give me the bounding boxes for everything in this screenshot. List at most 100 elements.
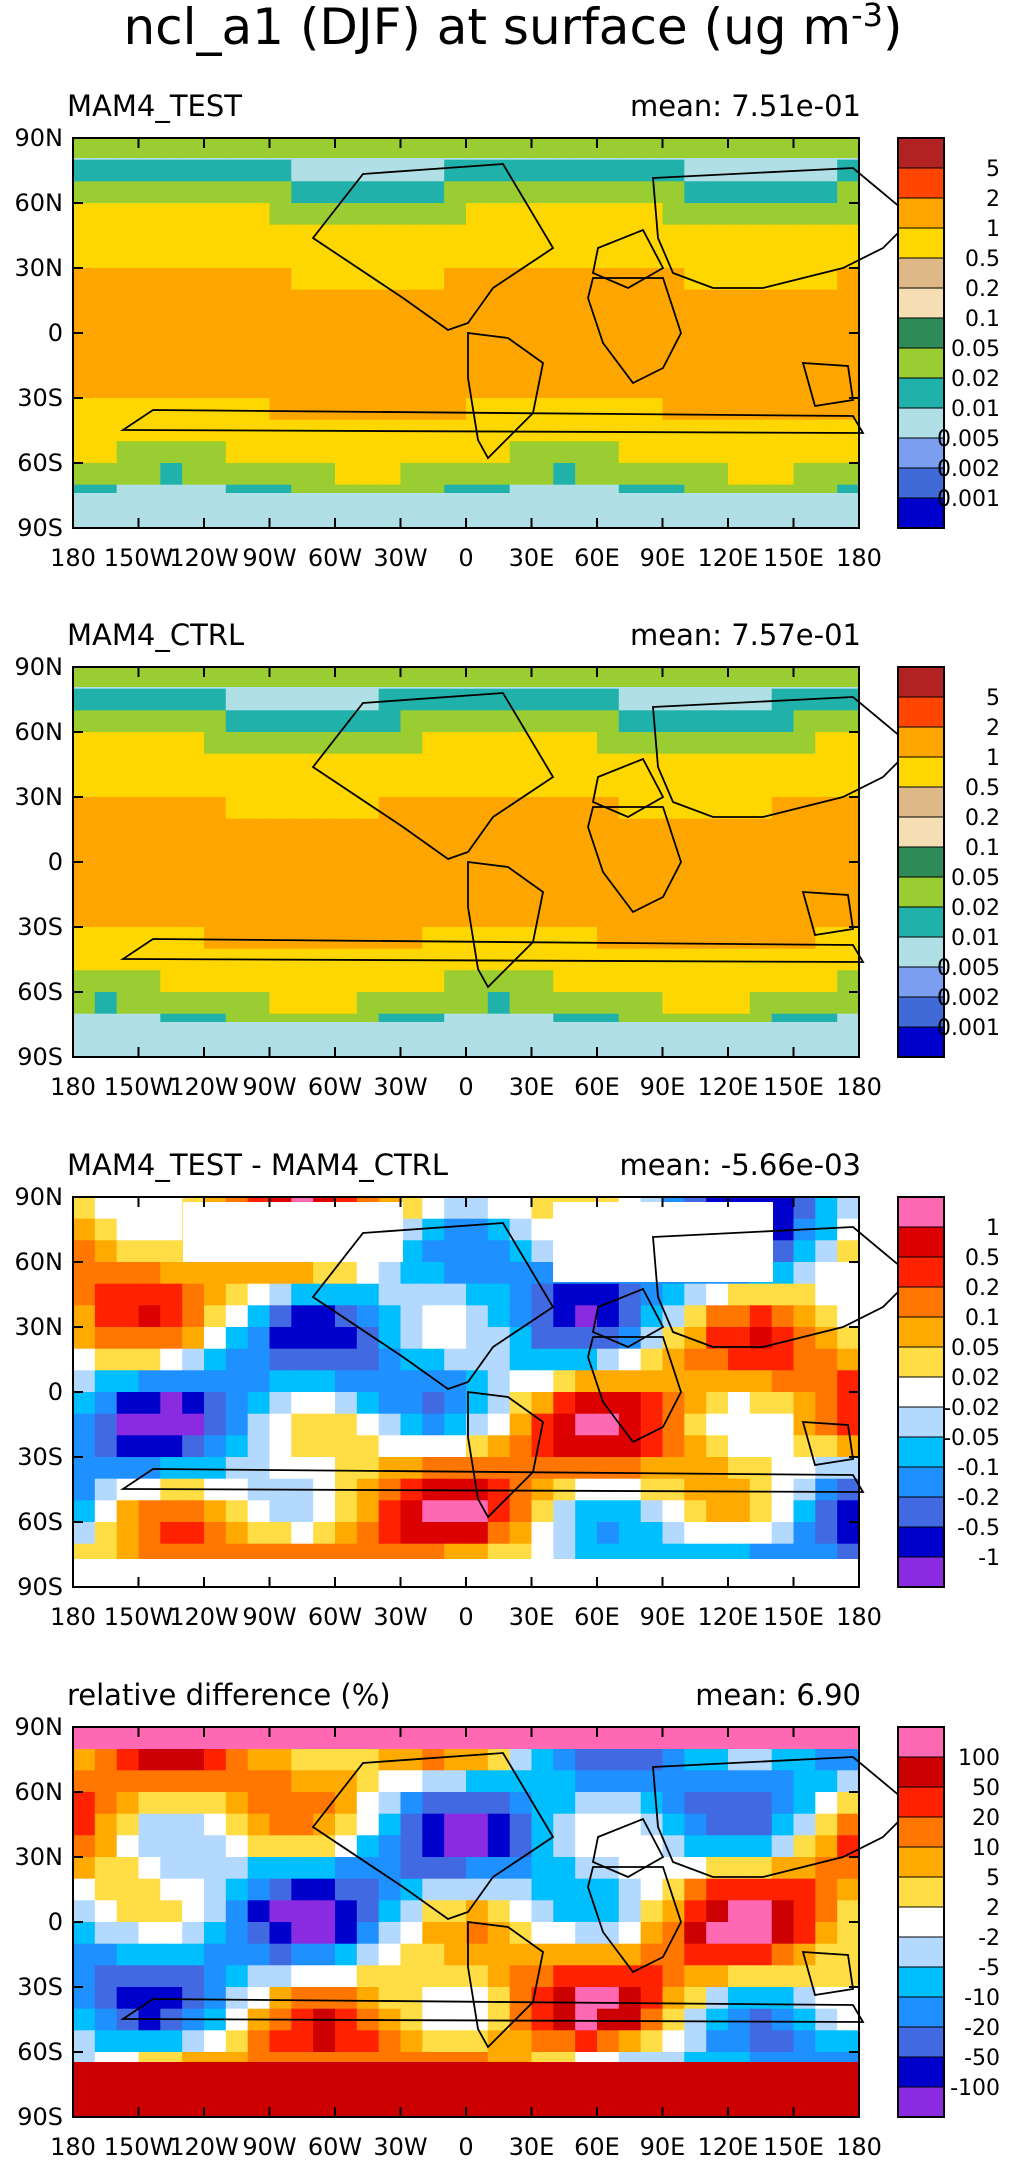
map-cell: [116, 1305, 140, 1328]
map-cell: [662, 159, 685, 182]
map-cell: [182, 1878, 205, 1901]
map-cell: [73, 1813, 96, 1836]
map-cell: [597, 203, 620, 226]
map-cell: [356, 1500, 380, 1523]
map-cell: [771, 181, 795, 204]
map-cell: [335, 203, 358, 226]
map-cell: [73, 1262, 96, 1285]
map-cell: [313, 1792, 336, 1815]
map-cell: [160, 1900, 183, 1923]
map-cell: [291, 1500, 314, 1523]
map-cell: [837, 688, 860, 711]
map-cell: [553, 1413, 576, 1436]
map-cell: [575, 1792, 598, 1815]
map-cell: [225, 970, 249, 993]
map-cell: [771, 1197, 795, 1220]
map-cell: [684, 992, 707, 1015]
map-cell: [597, 732, 620, 755]
map-cell: [313, 710, 336, 733]
map-cell: [553, 797, 576, 820]
map-cell: [575, 1965, 598, 1988]
map-cell: [313, 992, 336, 1015]
map-cell: [706, 1748, 729, 1771]
map-cell: [706, 1878, 729, 1901]
map-cell: [444, 159, 467, 182]
lon-label: 30E: [509, 544, 555, 572]
map-cell: [291, 1283, 314, 1306]
map-cell: [531, 927, 554, 950]
colorbar-label: 0.02: [951, 367, 1000, 392]
map-cell: [684, 1327, 707, 1350]
map-cell: [640, 797, 664, 820]
map-cell: [444, 1835, 467, 1858]
map-cell: [793, 710, 816, 733]
map-cell: [269, 1943, 292, 1966]
map-cell: [378, 268, 402, 291]
map-cell: [684, 753, 707, 776]
map-cell: [313, 1348, 336, 1371]
map-cell: [662, 268, 685, 291]
map-cell: [553, 289, 576, 312]
map-cell: [422, 1218, 445, 1241]
map-cell: [771, 1283, 795, 1306]
map-cell: [160, 289, 183, 312]
map-cell: [400, 2030, 423, 2053]
lon-label: 30W: [373, 544, 427, 572]
map-cell: [291, 840, 314, 863]
map-cell: [356, 246, 380, 269]
map-cell: [291, 1435, 314, 1458]
map-cell: [400, 775, 423, 798]
map-cell: [749, 246, 773, 269]
map-cell: [706, 1392, 729, 1415]
lon-label: 180: [50, 2133, 96, 2161]
lat-label: 30N: [15, 1843, 64, 1871]
map-cell: [771, 1878, 795, 1901]
map-cell: [73, 159, 96, 182]
map-cell: [749, 2008, 773, 2031]
map-cell: [378, 1943, 402, 1966]
map-cell: [771, 970, 795, 993]
lat-label: 0: [48, 1908, 63, 1936]
lon-label: 60E: [574, 1603, 620, 1631]
map-cell: [837, 1283, 860, 1306]
map-cell: [247, 246, 271, 269]
map-cell: [335, 1922, 358, 1945]
map-cell: [73, 1435, 96, 1458]
map-cell: [204, 1813, 227, 1836]
map-cell: [269, 992, 292, 1015]
map-cell: [444, 1922, 467, 1945]
map-cell: [466, 862, 489, 885]
colorbar-label: -20: [964, 2016, 1000, 2041]
map-cell: [378, 246, 402, 269]
map-cell: [662, 224, 685, 247]
map-cell: [815, 862, 838, 885]
map-cell: [444, 1878, 467, 1901]
map-cell: [269, 1370, 292, 1393]
map-cell: [662, 1900, 685, 1923]
map-cell: [793, 970, 816, 993]
map-cell: [531, 441, 554, 464]
map-cell: [247, 1835, 271, 1858]
map-cell: [94, 970, 118, 993]
map-cell: [771, 818, 795, 841]
colorbar-label: 0.002: [937, 457, 1000, 482]
colorbar-frame: [897, 137, 945, 529]
colorbar-label: 50: [972, 1776, 1000, 1801]
map-cell: [269, 1770, 292, 1793]
map-cell: [94, 1835, 118, 1858]
map-cell: [684, 203, 707, 226]
map-cell: [531, 1348, 554, 1371]
map-cell: [706, 1900, 729, 1923]
map-cell: [509, 1878, 533, 1901]
map-cell: [487, 905, 511, 928]
colorbar-swatch: [897, 167, 945, 199]
map-cell: [378, 1305, 402, 1328]
colorbar-label: 0.001: [937, 1016, 1000, 1041]
map-cell: [116, 1770, 140, 1793]
map-cell: [94, 1965, 118, 1988]
map-cell: [444, 1283, 467, 1306]
map-cell: [94, 1262, 118, 1285]
map-cell: [73, 775, 96, 798]
map-cell: [684, 441, 707, 464]
map-cell: [793, 732, 816, 755]
